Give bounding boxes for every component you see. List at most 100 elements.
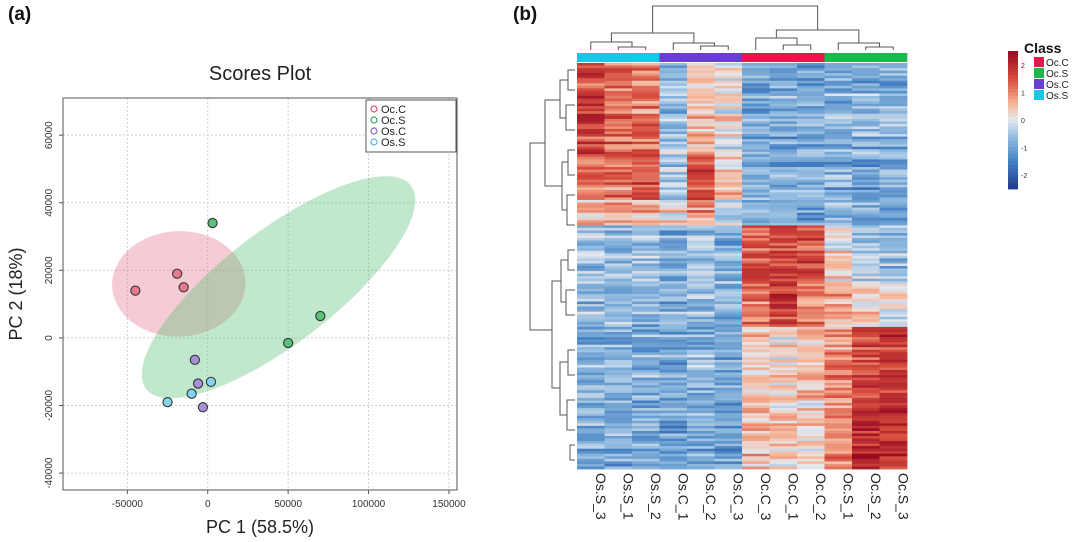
heatmap-cell	[577, 301, 605, 305]
heatmap-cell	[604, 75, 633, 79]
heatmap-cell	[824, 331, 853, 335]
heatmap-cell	[852, 141, 880, 145]
colorbar-segment	[1008, 109, 1018, 114]
heatmap-cell	[632, 331, 660, 335]
heatmap-cell	[577, 210, 605, 214]
heatmap-cell	[659, 306, 688, 310]
heatmap-cell	[742, 187, 770, 191]
heatmap-cell	[577, 405, 605, 409]
heatmap-cell	[824, 433, 853, 437]
heatmap-cell	[769, 230, 798, 234]
heatmap-cell	[852, 65, 880, 69]
heatmap-cell	[687, 306, 715, 310]
heatmap-cell	[577, 200, 605, 203]
heatmap-cell	[714, 461, 743, 465]
heatmap-cell	[742, 258, 770, 262]
heatmap-cell	[742, 298, 770, 302]
heatmap-cell	[769, 291, 798, 295]
heatmap-cell	[577, 189, 605, 193]
heatmap-cell	[769, 344, 798, 348]
heatmap-cell	[797, 250, 825, 254]
heatmap-cell	[632, 271, 660, 275]
heatmap-cell	[879, 126, 908, 130]
heatmap-cell	[604, 159, 633, 163]
heatmap-cell	[714, 321, 743, 325]
heatmap-cell	[604, 88, 633, 92]
heatmap-cell	[797, 380, 825, 384]
heatmap-cell	[604, 352, 633, 356]
heatmap-cell	[604, 167, 633, 170]
heatmap-cell	[604, 463, 633, 467]
heatmap-cell	[797, 377, 825, 381]
heatmap-cell	[659, 273, 688, 277]
heatmap-cell	[769, 377, 798, 381]
heatmap-cell	[769, 428, 798, 432]
heatmap-cell	[852, 311, 880, 315]
heatmap-cell	[824, 131, 853, 135]
heatmap-cell	[577, 281, 605, 285]
heatmap-cell	[659, 428, 688, 432]
heatmap-cell	[742, 448, 770, 452]
heatmap-cell	[632, 73, 660, 77]
heatmap-cell	[577, 385, 605, 389]
heatmap-cell	[824, 88, 853, 92]
heatmap-cell	[797, 296, 825, 300]
heatmap-cell	[879, 90, 908, 94]
heatmap-cell	[659, 156, 688, 160]
heatmap-cell	[742, 161, 770, 165]
heatmap-cell	[714, 281, 743, 285]
heatmap-cell	[852, 189, 880, 193]
heatmap-cell	[769, 405, 798, 409]
heatmap-cell	[879, 403, 908, 406]
heatmap-cell	[824, 111, 853, 115]
heatmap-cell	[632, 80, 660, 84]
heatmap-cell	[742, 316, 770, 320]
heatmap-cell	[687, 151, 715, 155]
heatmap-cell	[604, 222, 633, 226]
heatmap-cell	[687, 410, 715, 414]
heatmap-cell	[577, 151, 605, 155]
heatmap-cell	[852, 316, 880, 320]
heatmap-cell	[852, 207, 880, 211]
heatmap-cell	[797, 187, 825, 191]
heatmap-cell	[879, 324, 908, 328]
heatmap-cell	[879, 296, 908, 300]
heatmap-cell	[824, 248, 853, 252]
heatmap-cell	[659, 375, 688, 379]
heatmap-cell	[632, 108, 660, 112]
heatmap-cell	[577, 352, 605, 356]
heatmap-cell	[769, 177, 798, 181]
heatmap-cell	[604, 151, 633, 155]
heatmap-cell	[604, 68, 633, 72]
colorbar-segment	[1008, 113, 1018, 117]
heatmap-cell	[824, 344, 853, 348]
heatmap-cell	[879, 283, 908, 287]
heatmap-cell	[852, 413, 880, 417]
heatmap-cell	[604, 121, 633, 125]
heatmap-cell	[604, 106, 633, 110]
heatmap-cell	[879, 161, 908, 165]
heatmap-cell	[687, 255, 715, 259]
heatmap-cell	[632, 63, 660, 66]
heatmap-cell	[604, 316, 633, 320]
heatmap-cell	[577, 184, 605, 188]
heatmap-cell	[714, 334, 743, 338]
heatmap-cell	[687, 174, 715, 178]
heatmap-cell	[742, 159, 770, 163]
heatmap-cell	[879, 349, 908, 353]
heatmap-cell	[687, 260, 715, 264]
heatmap-cell	[852, 390, 880, 394]
heatmap-cell	[659, 200, 688, 203]
heatmap-cell	[687, 296, 715, 300]
heatmap-cell	[577, 243, 605, 247]
heatmap-cell	[632, 161, 660, 165]
heatmap-cell	[852, 75, 880, 79]
heatmap-cell	[824, 316, 853, 320]
heatmap-cell	[687, 387, 715, 391]
heatmap-cell	[659, 458, 688, 462]
heatmap-cell	[797, 268, 825, 272]
heatmap-cell	[604, 207, 633, 211]
heatmap-cell	[852, 116, 880, 120]
heatmap-cell	[852, 212, 880, 216]
heatmap-cell	[852, 90, 880, 94]
